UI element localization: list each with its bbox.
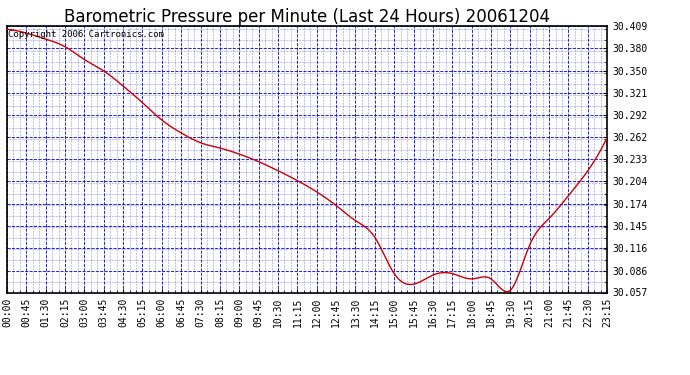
Text: Copyright 2006 Cartronics.com: Copyright 2006 Cartronics.com	[8, 30, 164, 39]
Title: Barometric Pressure per Minute (Last 24 Hours) 20061204: Barometric Pressure per Minute (Last 24 …	[64, 8, 550, 26]
